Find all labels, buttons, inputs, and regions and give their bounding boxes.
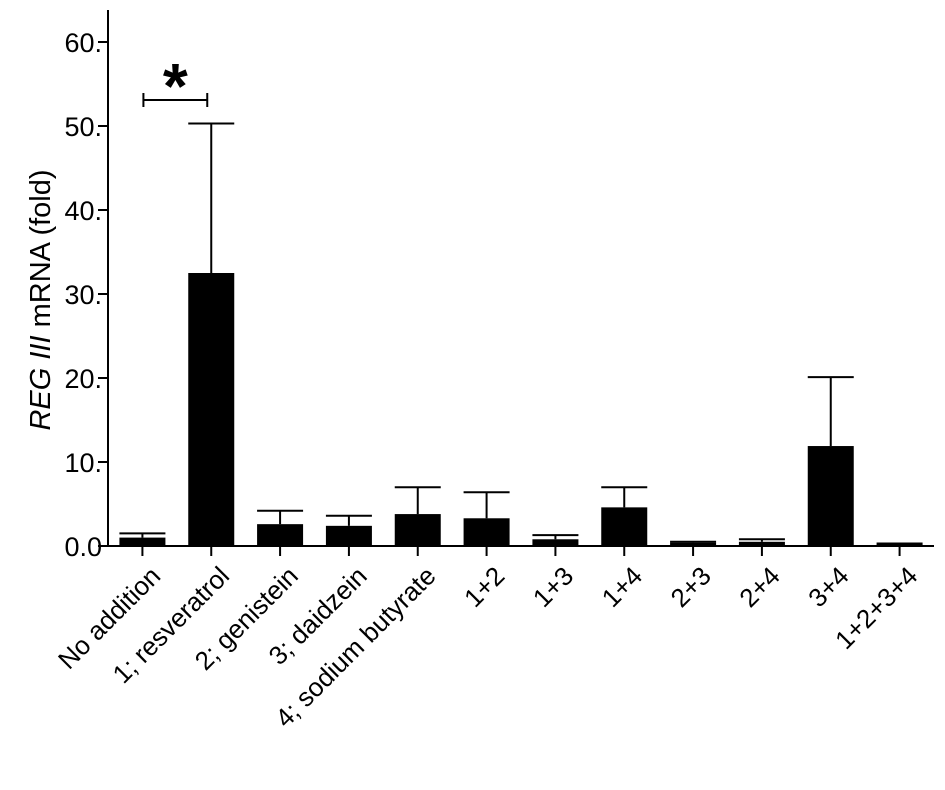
bars — [119, 273, 923, 546]
y-tick-label: 30. — [64, 280, 102, 310]
x-tick-label: 3+4 — [802, 561, 854, 613]
x-tick-label: 1+3 — [527, 561, 579, 613]
error-bars — [119, 122, 923, 545]
y-tick-label: 40. — [64, 196, 102, 226]
bar-7 — [601, 507, 648, 546]
x-tick-label: 1+2 — [458, 561, 510, 613]
significance-annotation: * — [142, 50, 209, 122]
bar-0 — [119, 537, 166, 546]
bar-1 — [188, 273, 235, 546]
y-tick-label: 0.0 — [64, 532, 102, 562]
y-axis-label-gene: REG III — [25, 335, 57, 430]
bar-3 — [325, 525, 372, 546]
x-tick-label: 2+3 — [665, 561, 717, 613]
y-tick-label: 20. — [64, 364, 102, 394]
bar-8 — [670, 542, 717, 546]
bar-9 — [738, 541, 785, 546]
y-tick-label: 10. — [64, 448, 102, 478]
y-axis-label-unit: mRNA (fold) — [25, 169, 57, 335]
y-axis-label: REG III mRNA (fold) — [25, 169, 57, 430]
bar-5 — [463, 518, 510, 546]
y-axis: 0.0 10. 20. 30. 40. 50. 60. — [64, 10, 109, 562]
significance-label: * — [163, 50, 188, 122]
bar-2 — [257, 524, 304, 546]
bar-6 — [532, 539, 579, 546]
y-tick-label: 60. — [64, 28, 102, 58]
x-tick-label: 2+4 — [733, 561, 785, 613]
bar-4 — [394, 514, 441, 546]
y-tick-label: 50. — [64, 112, 102, 142]
bar-10 — [807, 446, 854, 546]
x-tick-label: 1+4 — [596, 561, 648, 613]
